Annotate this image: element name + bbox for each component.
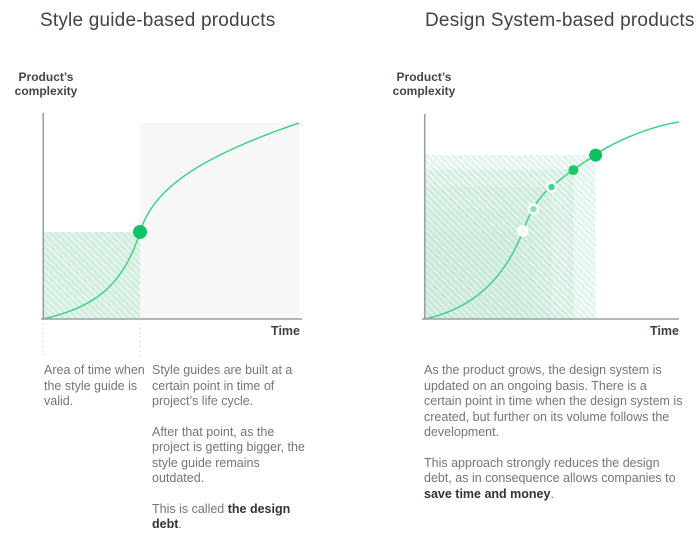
curve-point-marker xyxy=(545,181,558,193)
right-panel-title: Design System-based products xyxy=(425,10,695,31)
design-system-note-2: This approach strongly reduces the desig… xyxy=(424,456,684,503)
curve-point-marker xyxy=(568,165,579,176)
style-guide-notes: Style guides are built at a certain poin… xyxy=(152,363,310,533)
design-system-note-1: As the product grows, the design system … xyxy=(424,363,683,439)
design-debt-term: the design debt xyxy=(152,501,291,532)
design-debt-area xyxy=(140,123,299,319)
valid-area-caption-text: Area of time when the style guide is val… xyxy=(44,363,145,408)
curve-point-marker xyxy=(516,225,529,237)
left-panel-title: Style guide-based products xyxy=(40,10,276,31)
left-x-axis-label: Time xyxy=(271,324,300,338)
complexity-curve xyxy=(424,121,680,320)
curve-point-marker xyxy=(133,224,148,239)
save-time-money-term: save time and money xyxy=(424,486,551,501)
left-chart-markers xyxy=(133,224,148,239)
curve-point-marker xyxy=(589,148,603,162)
left-chart-regions xyxy=(43,123,299,319)
right-chart-regions xyxy=(424,155,596,319)
valid-area-caption: Area of time when the style guide is val… xyxy=(44,363,150,410)
left-y-axis-label: Product’s complexity xyxy=(14,70,78,98)
right-y-axis-label: Product’s complexity xyxy=(392,70,456,98)
style-guide-chart xyxy=(41,113,302,358)
design-system-notes: As the product grows, the design system … xyxy=(424,363,684,502)
note-text: . xyxy=(550,486,554,501)
style-guide-note-2: After that point, as the project is gett… xyxy=(152,424,305,486)
style-guide-note-1: Style guides are built at a certain poin… xyxy=(152,363,293,408)
style-guide-valid-area xyxy=(43,231,141,319)
style-guide-note-3: This is called the design debt. xyxy=(152,502,310,533)
note-text: This is called xyxy=(152,501,228,516)
curve-point-marker xyxy=(527,203,540,215)
note-text: This approach strongly reduces the desig… xyxy=(424,455,676,486)
right-chart-markers xyxy=(516,148,603,237)
design-system-chart xyxy=(422,114,680,320)
note-text: . xyxy=(178,517,182,531)
design-system-coverage-1 xyxy=(424,230,523,319)
right-x-axis-label: Time xyxy=(650,324,679,338)
